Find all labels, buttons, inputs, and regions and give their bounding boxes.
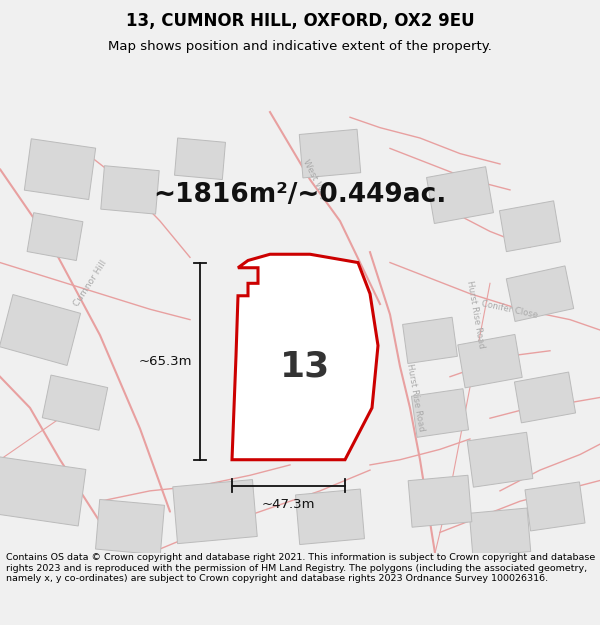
Text: West Way: West Way — [301, 158, 329, 201]
Polygon shape — [260, 418, 320, 460]
Polygon shape — [467, 432, 533, 487]
Polygon shape — [412, 389, 469, 438]
Text: Hurst Rise Road: Hurst Rise Road — [404, 363, 425, 432]
Text: 13: 13 — [280, 349, 330, 383]
Polygon shape — [499, 201, 560, 252]
Text: Conifer Close: Conifer Close — [481, 299, 539, 319]
Text: ~1816m²/~0.449ac.: ~1816m²/~0.449ac. — [154, 182, 446, 208]
Text: Contains OS data © Crown copyright and database right 2021. This information is : Contains OS data © Crown copyright and d… — [6, 553, 595, 583]
Polygon shape — [469, 508, 531, 557]
Text: Cumnor Hill: Cumnor Hill — [72, 259, 108, 308]
Polygon shape — [42, 375, 108, 430]
Polygon shape — [403, 318, 457, 364]
Text: ~47.3m: ~47.3m — [262, 498, 315, 511]
Text: Map shows position and indicative extent of the property.: Map shows position and indicative extent… — [108, 39, 492, 52]
Polygon shape — [173, 479, 257, 544]
Polygon shape — [408, 475, 472, 528]
Polygon shape — [525, 482, 585, 531]
Polygon shape — [27, 213, 83, 261]
Text: ~65.3m: ~65.3m — [139, 354, 192, 367]
Polygon shape — [95, 499, 164, 555]
Text: Hurst Rise Road: Hurst Rise Road — [464, 280, 485, 349]
Polygon shape — [25, 139, 95, 199]
Polygon shape — [299, 129, 361, 178]
Polygon shape — [175, 138, 226, 179]
Polygon shape — [101, 166, 159, 214]
Polygon shape — [248, 337, 312, 386]
Polygon shape — [458, 334, 522, 388]
Polygon shape — [0, 456, 86, 526]
Polygon shape — [296, 489, 364, 544]
Polygon shape — [0, 294, 80, 366]
Polygon shape — [232, 254, 378, 460]
Polygon shape — [427, 167, 493, 224]
Polygon shape — [506, 266, 574, 321]
Polygon shape — [514, 372, 575, 423]
Text: 13, CUMNOR HILL, OXFORD, OX2 9EU: 13, CUMNOR HILL, OXFORD, OX2 9EU — [125, 12, 475, 30]
